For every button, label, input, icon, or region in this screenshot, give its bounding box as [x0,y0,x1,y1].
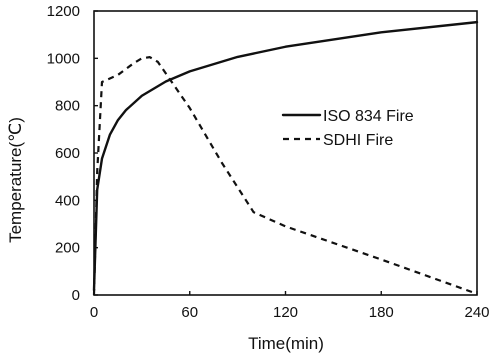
x-tick-label: 180 [369,304,394,321]
x-axis-title: Time(min) [248,334,324,353]
series-sdhi-fire [92,56,478,296]
x-tick-label: 120 [273,304,298,321]
x-tick-label: 240 [464,304,489,321]
y-tick-label: 1000 [47,50,80,67]
legend-label-sdhi-fire: SDHI Fire [323,132,393,149]
plot-frame-group [93,10,478,296]
y-tick-label: 0 [72,287,80,304]
y-tick-label: 1200 [47,3,80,20]
plot-frame [93,10,478,296]
x-tick-label: 60 [181,304,198,321]
y-axis-title: Temperature(℃) [6,117,25,243]
y-tick-label: 800 [55,98,80,115]
series-layer [92,20,479,296]
y-tick-label: 400 [55,192,80,209]
y-tick-label: 200 [55,240,80,257]
x-axis: 0 60 120 180 240 [90,291,490,321]
x-tick-label: 0 [90,304,98,321]
legend-label-iso-834-fire: ISO 834 Fire [323,108,414,125]
series-line [92,20,479,292]
series-iso-834-fire [92,20,479,292]
legend: ISO 834 Fire SDHI Fire [281,108,414,149]
y-tick-label: 600 [55,145,80,162]
series-line [92,56,478,296]
y-axis: 0 200 400 600 800 1000 1200 [47,3,98,304]
